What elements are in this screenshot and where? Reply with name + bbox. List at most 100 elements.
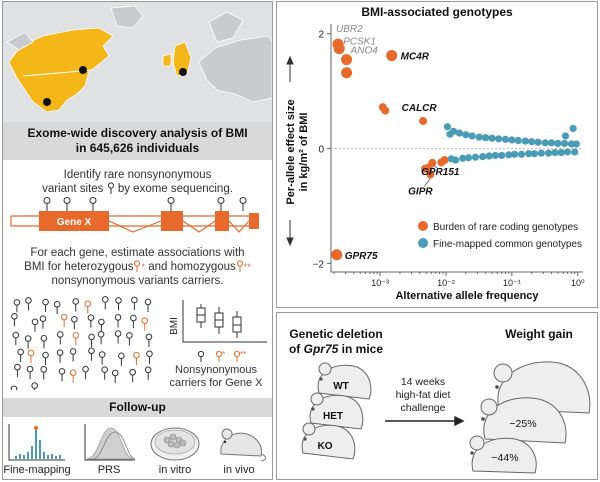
followup-label-prs: PRS <box>97 464 121 476</box>
carrier-pin <box>98 318 105 332</box>
legend-common-label: Fine-mapped common genotypes <box>433 239 582 250</box>
gene-annotation: GIPR <box>408 186 433 197</box>
common-genotype-point <box>482 134 490 142</box>
ireland-shape <box>162 53 172 67</box>
mice-title-prefix: of <box>288 342 304 356</box>
alaska-shape <box>6 31 34 51</box>
carrier-pin <box>56 331 64 345</box>
cohort-dot-uk <box>179 68 187 76</box>
gene-annotation: UBR2 <box>336 24 363 35</box>
carrier-pin <box>72 298 80 312</box>
variant-pin-icon <box>107 182 114 194</box>
step1-line2-text: variant sites <box>42 183 104 195</box>
carrier-pin <box>58 368 66 382</box>
boxplot-ylabel: BMI <box>169 317 180 335</box>
chart-xlabel: Alternative allele frequency <box>395 290 539 302</box>
y-tick-label: 2 <box>318 30 324 41</box>
common-genotype-point <box>567 140 575 148</box>
carriers-caption: Nonsynonymous carriers for Gene X <box>163 364 269 390</box>
carrier-pin <box>144 298 152 312</box>
common-genotype-point <box>485 152 493 160</box>
carrier-pin <box>42 298 49 313</box>
carrier-pin <box>24 335 32 349</box>
step1-line1: Identify rare nonsynonymous <box>63 169 212 181</box>
weight-change-het: −25% <box>509 418 536 430</box>
mouse-diagram: WT HET KO 14 weeks high-fat diet challen… <box>301 361 591 474</box>
carrier-pin <box>144 366 152 380</box>
boxplot-het-mark: * <box>222 350 225 359</box>
carrier-pin <box>146 350 153 364</box>
het-pin-icon <box>134 260 141 272</box>
mice-title-suffix: in mice <box>338 342 384 356</box>
europe-shape <box>198 35 272 103</box>
carrier-pin <box>60 313 68 328</box>
common-genotype-point <box>537 149 545 157</box>
gene-annotation: MC4R <box>401 52 430 63</box>
carrier-pin <box>98 351 106 365</box>
x-tick-label: 10⁰ <box>571 278 585 288</box>
carrier-pin <box>13 299 21 313</box>
common-genotype-point <box>563 148 572 156</box>
carrier-pin <box>26 365 34 380</box>
common-genotype-point <box>449 127 458 135</box>
common-genotype-point <box>464 154 473 162</box>
gene-annotation: CALCR <box>402 103 438 114</box>
bmi-boxplot: BMI <box>169 300 267 343</box>
carrier-pin <box>145 333 153 347</box>
common-genotype-point <box>488 134 496 142</box>
north-america-shape <box>8 27 114 113</box>
carrier-pin <box>25 297 32 311</box>
mice-title-line1: Genetic deletion <box>289 327 383 341</box>
genotype-label-wt: WT <box>333 381 349 392</box>
gipr-leader <box>424 178 431 187</box>
het-mark: * <box>141 262 145 272</box>
common-genotype-point <box>498 151 506 160</box>
carrier-pin <box>101 366 108 380</box>
discovery-panel: Exome-wide discovery analysis of BMI in … <box>2 1 273 480</box>
carrier-pin <box>131 296 138 310</box>
rare-genotype-point <box>331 249 343 261</box>
carrier-pin <box>14 363 21 378</box>
y-tick-label: 0 <box>318 145 324 156</box>
discovery-title-banner: Exome-wide discovery analysis of BMI in … <box>3 122 272 160</box>
bmi-genotype-scatter: BMI-associated genotypes Per-allele effe… <box>285 5 585 302</box>
petri-dish-icon <box>150 427 200 461</box>
variant-pins <box>43 197 247 211</box>
common-genotype-point <box>495 135 503 143</box>
diet-arrow <box>385 415 465 427</box>
carrier-pin <box>10 385 18 390</box>
step1-text: Identify rare nonsynonymous variant site… <box>3 168 272 196</box>
ylabel-arrows <box>286 55 294 247</box>
carrier-pin <box>84 300 92 314</box>
x-tick-label: 10⁻² <box>437 278 455 288</box>
carrier-pin <box>71 316 78 330</box>
carrier-pin <box>82 365 89 380</box>
common-genotype-point <box>571 148 579 156</box>
carrier-pin <box>40 366 48 380</box>
common-genotype-point <box>459 154 467 162</box>
mouse-ko <box>301 422 356 460</box>
common-genotype-point <box>547 139 556 147</box>
common-genotype-point <box>462 131 470 139</box>
step2-line2a-text: BMI for heterozygous <box>24 261 134 273</box>
common-genotype-point <box>560 139 569 147</box>
diet-line1: 14 weeks <box>401 376 445 388</box>
legend-common-swatch <box>418 238 428 248</box>
common-genotype-point <box>511 150 519 158</box>
followup-title-banner: Follow-up <box>3 398 272 417</box>
step2-line3: nonsynonymous variants carriers. <box>51 275 224 287</box>
rare-genotype-point <box>381 106 390 115</box>
carrier-pin <box>72 332 80 346</box>
step1-line2: variant sites by exome sequencing. <box>3 182 272 196</box>
gene-annotation: PCSK1 <box>343 37 376 48</box>
mouse-wt <box>317 362 372 400</box>
followup-label-in-vitro: in vitro <box>158 464 192 476</box>
step2-line2: BMI for heterozygous * and homozygous ** <box>3 260 272 274</box>
rare-genotype-point <box>440 156 449 165</box>
common-genotype-point <box>452 156 460 164</box>
manhattan-plot-icon <box>8 424 65 461</box>
diet-line2: high-fat diet <box>396 389 451 401</box>
carrier-pin <box>114 330 122 344</box>
rare-genotype-point <box>386 50 398 62</box>
common-genotype-point <box>468 132 476 140</box>
